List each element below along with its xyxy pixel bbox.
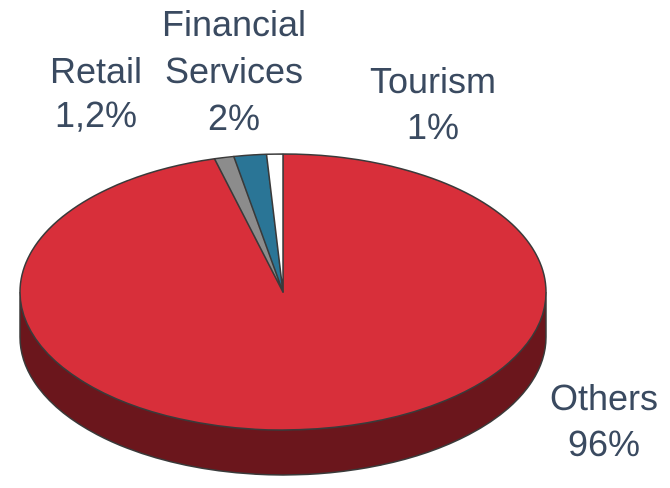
label-tourism-name: Tourism bbox=[370, 60, 496, 101]
label-financial-name-line1: Financial bbox=[162, 3, 306, 44]
label-retail-name: Retail bbox=[50, 50, 142, 91]
label-tourism-value: 1% bbox=[407, 106, 459, 147]
label-retail-value: 1,2% bbox=[55, 94, 137, 135]
label-financial-name-line2: Services bbox=[165, 50, 303, 91]
pie-top-group bbox=[19, 153, 547, 431]
pie-slice-tourism bbox=[265, 153, 284, 293]
label-others-value: 96% bbox=[568, 423, 640, 464]
label-financial-value: 2% bbox=[208, 97, 260, 138]
label-others-name: Others bbox=[550, 377, 658, 418]
